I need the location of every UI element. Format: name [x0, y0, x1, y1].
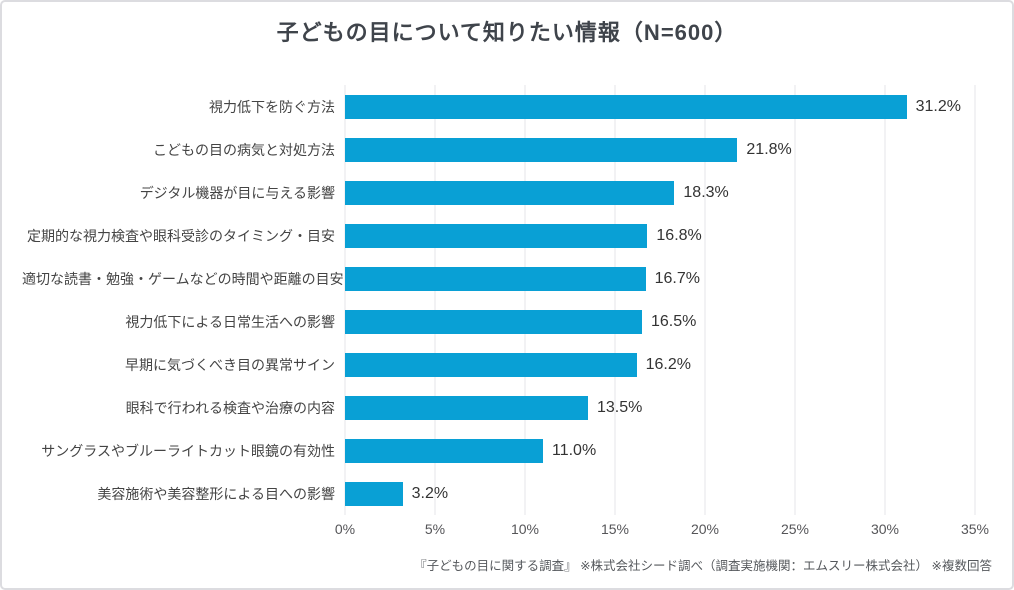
- bar-track: 16.2%: [345, 352, 975, 377]
- x-tick-label: 15%: [600, 521, 630, 537]
- gridline: [344, 85, 346, 515]
- bar-value: 3.2%: [411, 484, 449, 502]
- bar-row: 早期に気づくべき目の異常サイン 16.2%: [22, 343, 992, 386]
- bar-label: デジタル機器が目に与える影響: [139, 184, 335, 201]
- gridline: [884, 85, 886, 515]
- bar-track: 21.8%: [345, 137, 975, 162]
- bar-value: 21.8%: [746, 140, 792, 158]
- bar-value: 18.3%: [683, 183, 729, 201]
- bar-label: サングラスやブルーライトカット眼鏡の有効性: [41, 442, 335, 459]
- bar-track: 16.5%: [345, 309, 975, 334]
- bar-label: 眼科で行われる検査や治療の内容: [125, 399, 335, 416]
- gridline: [614, 85, 616, 515]
- x-tick-label: 20%: [690, 521, 720, 537]
- bar-label: こどもの目の病気と対処方法: [153, 141, 335, 158]
- bar-label: 適切な読書・勉強・ゲームなどの時間や距離の目安: [22, 270, 344, 287]
- x-tick-label: 35%: [960, 521, 990, 537]
- gridline-layer: [344, 85, 976, 515]
- chart-title: 子どもの目について知りたい情報（N=600）: [276, 20, 738, 45]
- bar-row: 眼科で行われる検査や治療の内容 13.5%: [22, 386, 992, 429]
- bar-label: 視力低下による日常生活への影響: [125, 313, 335, 330]
- bar-track: 11.0%: [345, 438, 975, 463]
- bar: [345, 223, 648, 248]
- x-tick-label: 0%: [334, 521, 356, 537]
- bar-track: 18.3%: [345, 180, 975, 205]
- bar-row: 適切な読書・勉強・ゲームなどの時間や距離の目安 16.7%: [22, 257, 992, 300]
- bar: [345, 438, 543, 463]
- bar-label: 視力低下を防ぐ方法: [209, 98, 335, 115]
- bar: [345, 266, 646, 291]
- bar-track: 13.5%: [345, 395, 975, 420]
- bar-chart: 視力低下を防ぐ方法 31.2% こどもの目の病気と対処方法 21.8% デジタル機器が目…: [22, 85, 992, 555]
- bar-track: 31.2%: [345, 94, 975, 119]
- bar-value: 31.2%: [915, 97, 961, 115]
- gridline: [794, 85, 796, 515]
- bar-value: 16.7%: [654, 269, 700, 287]
- bar: [345, 180, 675, 205]
- x-tick-label: 25%: [780, 521, 810, 537]
- gridline: [974, 85, 976, 515]
- bar-row: サングラスやブルーライトカット眼鏡の有効性 11.0%: [22, 429, 992, 472]
- x-tick-label: 10%: [510, 521, 540, 537]
- bar-value: 11.0%: [552, 441, 597, 459]
- gridline: [524, 85, 526, 515]
- bar-label: 定期的な視力検査や眼科受診のタイミング・目安: [27, 227, 335, 244]
- bar-value: 16.5%: [651, 312, 697, 330]
- source-note: 『子どもの目に関する調査』 ※株式会社シード調べ（調査実施機関：エムスリー株式会…: [414, 559, 992, 573]
- bar-row: 視力低下を防ぐ方法 31.2%: [22, 85, 992, 128]
- bar-row: 定期的な視力検査や眼科受診のタイミング・目安 16.8%: [22, 214, 992, 257]
- bar: [345, 352, 637, 377]
- bar-track: 16.8%: [345, 223, 975, 248]
- gridline: [704, 85, 706, 515]
- plot-area: 視力低下を防ぐ方法 31.2% こどもの目の病気と対処方法 21.8% デジタル機器が目…: [22, 85, 992, 515]
- bar: [345, 481, 403, 506]
- bar: [345, 309, 642, 334]
- bar-label: 美容施術や美容整形による目への影響: [97, 485, 335, 502]
- bar: [345, 94, 907, 119]
- bar-row: デジタル機器が目に与える影響 18.3%: [22, 171, 992, 214]
- x-tick-label: 5%: [424, 521, 446, 537]
- bar-track: 3.2%: [345, 481, 975, 506]
- bar-row: こどもの目の病気と対処方法 21.8%: [22, 128, 992, 171]
- bar-value: 16.8%: [656, 226, 702, 244]
- bar-label: 早期に気づくべき目の異常サイン: [125, 356, 335, 373]
- x-tick-label: 30%: [870, 521, 900, 537]
- bar-value: 13.5%: [597, 398, 643, 416]
- gridline: [434, 85, 436, 515]
- bar: [345, 137, 738, 162]
- bar-value: 16.2%: [645, 355, 691, 373]
- bar: [345, 395, 588, 420]
- x-axis: 0% 5% 10% 15% 20% 25% 30% 35%: [22, 521, 992, 541]
- bar-row: 美容施術や美容整形による目への影響 3.2%: [22, 472, 992, 515]
- bar-row: 視力低下による日常生活への影響 16.5%: [22, 300, 992, 343]
- bar-track: 16.7%: [345, 266, 975, 291]
